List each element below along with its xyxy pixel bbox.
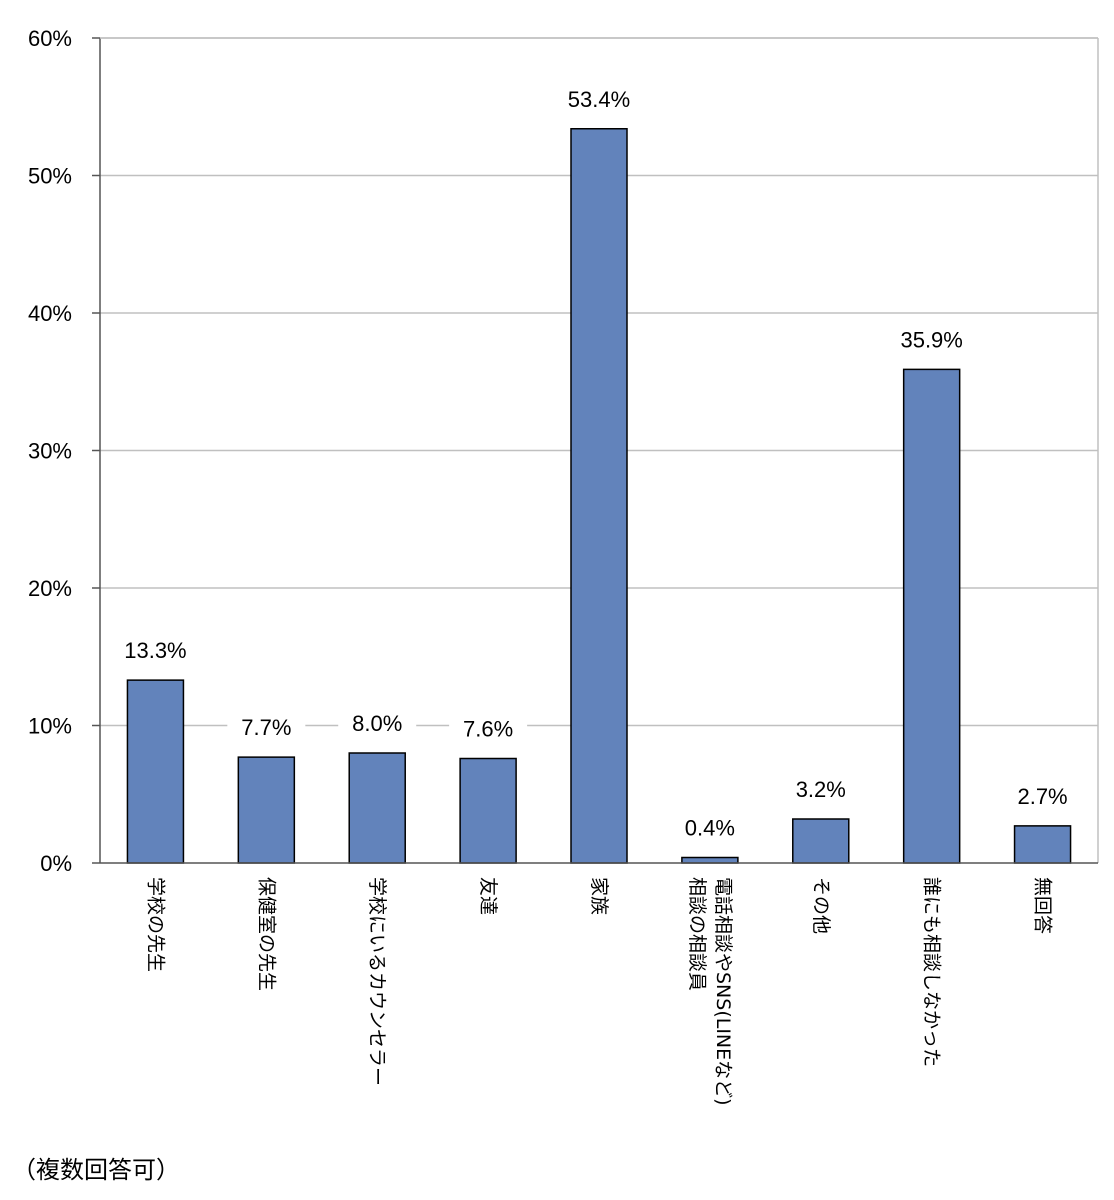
y-tick-label: 20% bbox=[28, 576, 72, 601]
data-label-background bbox=[781, 775, 860, 805]
bar bbox=[570, 128, 628, 864]
note-multiple-answers: （複数回答可） bbox=[12, 1156, 180, 1184]
bars bbox=[126, 128, 1072, 864]
data-label-background bbox=[1003, 781, 1082, 812]
bar bbox=[902, 368, 961, 864]
bar bbox=[237, 756, 296, 864]
y-tick-label: 10% bbox=[28, 714, 72, 739]
data-label: 7.6% bbox=[463, 717, 513, 742]
y-tick-label: 60% bbox=[28, 26, 72, 51]
category-label: その他 bbox=[810, 877, 832, 934]
data-label-background bbox=[227, 713, 306, 744]
category-label: 保健室の先生 bbox=[255, 877, 277, 991]
data-label: 0.4% bbox=[685, 816, 735, 841]
data-labels: 13.3% 7.7% 8.0% 7.6% 53.4% 0.4% 3.2% 35.9% 2.7% bbox=[116, 84, 1082, 844]
bar bbox=[681, 856, 739, 864]
data-label: 13.3% bbox=[124, 638, 186, 663]
data-label-background bbox=[670, 813, 749, 844]
data-label-background bbox=[116, 636, 195, 667]
data-label-background bbox=[449, 714, 528, 745]
category-label: 誰にも相談しなかった bbox=[921, 877, 943, 1067]
data-label-background bbox=[560, 84, 638, 115]
category-label: 電話相談やSNS(LINEなど) bbox=[712, 877, 734, 1106]
category-label: 家族 bbox=[588, 877, 610, 915]
axes bbox=[99, 37, 1099, 864]
bar bbox=[1013, 825, 1072, 864]
data-label-background bbox=[338, 709, 417, 739]
data-label-background bbox=[892, 325, 971, 356]
data-label: 3.2% bbox=[796, 777, 846, 802]
x-axis-labels: 学校の先生 保健室の先生 学校にいるカウンセラー 友達 家族 電話相談やSNS(LINEな… bbox=[144, 877, 1053, 1106]
y-tick-label: 50% bbox=[28, 164, 72, 189]
bar bbox=[792, 818, 850, 864]
data-label: 7.7% bbox=[241, 715, 291, 740]
y-tick-label: 30% bbox=[28, 439, 72, 464]
bar bbox=[459, 757, 517, 864]
category-label: 学校にいるカウンセラー bbox=[366, 877, 388, 1086]
y-axis-ticks: 0% 10% 20% 30% 40% 50% 60% bbox=[28, 26, 100, 876]
category-label: 友達 bbox=[477, 877, 499, 915]
category-label: 無回答 bbox=[1032, 877, 1054, 934]
bar bbox=[348, 752, 406, 864]
y-tick-label: 40% bbox=[28, 301, 72, 326]
data-label: 35.9% bbox=[900, 327, 962, 352]
y-tick-label: 0% bbox=[40, 851, 72, 876]
category-label: 相談の相談員 bbox=[686, 877, 708, 991]
data-label: 8.0% bbox=[352, 711, 402, 736]
data-label: 2.7% bbox=[1017, 784, 1067, 809]
category-label: 学校の先生 bbox=[144, 877, 166, 972]
bar bbox=[126, 679, 185, 864]
data-label: 53.4% bbox=[568, 87, 630, 112]
